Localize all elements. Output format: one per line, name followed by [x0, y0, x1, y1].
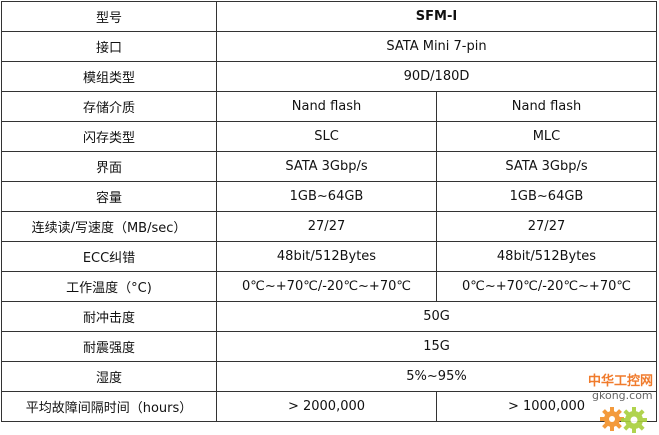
- table-row: 存储介质 Nand flash Nand flash: [1, 91, 657, 122]
- row-value-left: Nand flash: [216, 91, 437, 122]
- row-label: 型号: [1, 1, 217, 32]
- row-value-left: SATA 3Gbp/s: [216, 151, 437, 182]
- row-label: 工作温度（°C): [1, 271, 217, 302]
- table-row: 工作温度（°C) 0℃~+70℃/-20℃~+70℃ 0℃~+70℃/-20℃~+7…: [1, 271, 657, 302]
- row-value: SATA Mini 7-pin: [216, 31, 657, 62]
- row-value: 50G: [216, 301, 657, 332]
- row-label: 连续读/写速度（MB/sec）: [1, 211, 217, 242]
- table-row: 连续读/写速度（MB/sec） 27/27 27/27: [1, 211, 657, 242]
- table-row: 模组类型 90D/180D: [1, 61, 657, 92]
- table-row: 平均故障间隔时间（hours） > 2000,000 > 1000,000: [1, 391, 657, 422]
- table-row: 耐冲击度 50G: [1, 301, 657, 332]
- row-value-right: MLC: [436, 121, 657, 152]
- table-row: 界面 SATA 3Gbp/s SATA 3Gbp/s: [1, 151, 657, 182]
- row-value-right: 48bit/512Bytes: [436, 241, 657, 272]
- row-value-left: 1GB~64GB: [216, 181, 437, 212]
- row-label: 存储介质: [1, 91, 217, 122]
- row-value-left: 0℃~+70℃/-20℃~+70℃: [216, 271, 437, 302]
- row-value: 15G: [216, 331, 657, 362]
- row-label: 容量: [1, 181, 217, 212]
- row-label: 湿度: [1, 361, 217, 392]
- table-row: 接口 SATA Mini 7-pin: [1, 31, 657, 62]
- row-value-left: SLC: [216, 121, 437, 152]
- table-row: 湿度 5%~95%: [1, 361, 657, 392]
- watermark-title: 中华工控网: [588, 374, 654, 389]
- row-value-left: > 2000,000: [216, 391, 437, 422]
- row-label: 平均故障间隔时间（hours）: [1, 391, 217, 422]
- row-value-left: 27/27: [216, 211, 437, 242]
- row-value: 90D/180D: [216, 61, 657, 92]
- row-value: SFM-I: [216, 1, 657, 32]
- row-value-right: 27/27: [436, 211, 657, 242]
- table-row: 容量 1GB~64GB 1GB~64GB: [1, 181, 657, 212]
- row-value-right: > 1000,000: [436, 391, 657, 422]
- watermark-url: gkong.com: [592, 389, 653, 402]
- row-label: 闪存类型: [1, 121, 217, 152]
- watermark-logo: [600, 407, 647, 433]
- row-label: 界面: [1, 151, 217, 182]
- table-row: 耐震强度 15G: [1, 331, 657, 362]
- row-label: ECC纠错: [1, 241, 217, 272]
- spec-table: 型号 SFM-I 接口 SATA Mini 7-pin 模组类型 90D/180D 存储介质…: [1, 1, 657, 422]
- table-row: 型号 SFM-I: [1, 1, 657, 32]
- row-label: 耐震强度: [1, 331, 217, 362]
- row-value-right: 1GB~64GB: [436, 181, 657, 212]
- row-label: 接口: [1, 31, 217, 62]
- row-value-right: Nand flash: [436, 91, 657, 122]
- row-value-left: 48bit/512Bytes: [216, 241, 437, 272]
- row-value-right: SATA 3Gbp/s: [436, 151, 657, 182]
- table-row: 闪存类型 SLC MLC: [1, 121, 657, 152]
- gear-icon: [600, 407, 624, 431]
- gear-icon: [621, 407, 647, 433]
- row-label: 耐冲击度: [1, 301, 217, 332]
- row-value: 5%~95%: [216, 361, 657, 392]
- table-row: ECC纠错 48bit/512Bytes 48bit/512Bytes: [1, 241, 657, 272]
- row-label: 模组类型: [1, 61, 217, 92]
- row-value-right: 0℃~+70℃/-20℃~+70℃: [436, 271, 657, 302]
